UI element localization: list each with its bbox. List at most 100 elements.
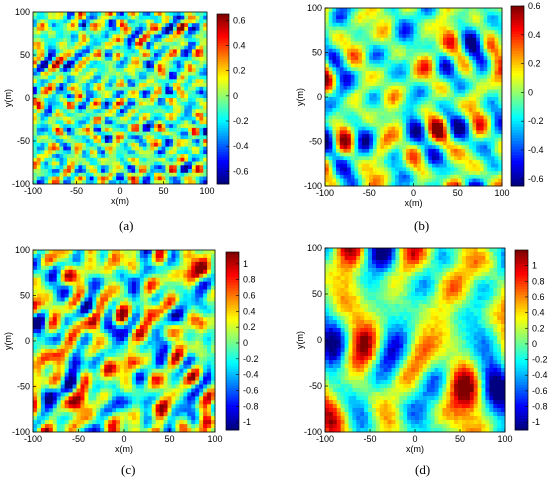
colorbar-step xyxy=(217,136,229,140)
field-cell xyxy=(384,22,389,27)
field-cell xyxy=(446,148,451,154)
field-cell xyxy=(97,165,102,170)
field-cell xyxy=(328,45,333,50)
field-cell xyxy=(476,178,481,183)
field-cell xyxy=(89,75,94,80)
field-cell xyxy=(336,108,341,113)
field-cell xyxy=(369,145,374,150)
field-cell xyxy=(361,93,366,98)
field-cell xyxy=(409,134,414,139)
field-cell xyxy=(104,142,110,148)
field-cell xyxy=(40,154,45,159)
field-cell xyxy=(391,182,396,187)
field-cell xyxy=(365,45,370,50)
field-cell xyxy=(443,126,448,131)
field-cell xyxy=(85,15,91,20)
field-cell xyxy=(63,53,68,58)
field-cell xyxy=(56,265,62,271)
field-cell xyxy=(143,273,149,279)
field-cell xyxy=(127,116,132,121)
field-cell xyxy=(55,116,60,121)
field-cell xyxy=(439,45,444,50)
field-cell xyxy=(124,265,129,271)
field-cell xyxy=(406,182,411,187)
field-cell xyxy=(332,130,337,135)
field-cell xyxy=(36,41,41,47)
field-cell xyxy=(490,182,496,187)
field-cell xyxy=(36,273,42,279)
field-cell xyxy=(498,56,503,61)
field-cell xyxy=(97,30,102,35)
field-cell xyxy=(40,12,45,17)
field-cell xyxy=(391,141,396,146)
field-cell xyxy=(120,12,125,17)
field-cell xyxy=(398,15,403,20)
field-cell xyxy=(135,64,140,69)
field-cell xyxy=(406,122,411,128)
field-cell xyxy=(40,15,45,20)
field-cell xyxy=(494,111,499,116)
field-cell xyxy=(138,169,144,174)
field-cell xyxy=(199,26,204,32)
field-cell xyxy=(339,115,344,120)
field-cell xyxy=(398,37,403,42)
field-cell xyxy=(384,182,389,187)
field-cell xyxy=(354,74,359,79)
field-cell xyxy=(325,122,330,128)
field-cell xyxy=(450,67,455,72)
field-cell xyxy=(498,174,503,179)
field-cell xyxy=(151,261,157,267)
field-cell xyxy=(157,30,163,35)
field-cell xyxy=(417,97,422,102)
field-cell xyxy=(354,171,359,176)
field-cell xyxy=(343,85,348,90)
field-cell xyxy=(424,130,429,135)
field-cell xyxy=(203,150,208,155)
field-cell xyxy=(350,178,355,183)
field-cell xyxy=(97,139,102,144)
field-cell xyxy=(165,131,170,136)
field-cell xyxy=(207,261,212,267)
field-cell xyxy=(457,134,462,139)
field-cell xyxy=(354,11,359,16)
field-cell xyxy=(369,30,374,35)
y-tick-label: 0 xyxy=(317,92,322,102)
field-cell xyxy=(365,71,370,76)
field-cell xyxy=(369,119,374,124)
field-cell xyxy=(165,56,170,62)
field-cell xyxy=(44,142,49,148)
field-cell xyxy=(67,19,72,24)
field-cell xyxy=(199,265,204,271)
field-cell xyxy=(431,115,437,120)
field-cell xyxy=(203,41,208,47)
field-cell xyxy=(328,167,333,172)
field-cell xyxy=(435,45,440,50)
field-cell xyxy=(76,273,81,279)
field-cell xyxy=(468,45,473,50)
field-cell xyxy=(361,134,366,139)
field-cell xyxy=(187,265,192,271)
field-cell xyxy=(108,157,113,162)
field-cell xyxy=(40,253,46,259)
field-cell xyxy=(409,48,414,53)
field-cell xyxy=(116,257,121,263)
field-cell xyxy=(127,15,132,20)
field-cell xyxy=(40,90,45,95)
field-cell xyxy=(142,176,147,181)
field-cell xyxy=(135,94,140,99)
field-cell xyxy=(384,78,389,83)
field-cell xyxy=(172,38,178,43)
field-cell xyxy=(409,108,414,113)
field-cell xyxy=(175,269,180,275)
field-cell xyxy=(384,141,389,146)
field-cell xyxy=(395,108,400,113)
field-cell xyxy=(472,148,477,154)
field-cell xyxy=(63,161,68,166)
field-cell xyxy=(97,135,102,140)
field-cell xyxy=(406,126,411,131)
field-cell xyxy=(172,127,178,133)
field-cell xyxy=(188,53,193,58)
field-cell xyxy=(93,45,98,50)
field-cell xyxy=(384,63,389,68)
field-cell xyxy=(494,152,499,157)
